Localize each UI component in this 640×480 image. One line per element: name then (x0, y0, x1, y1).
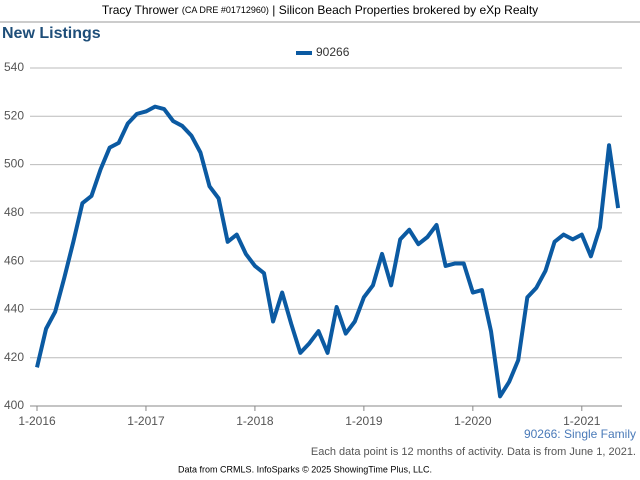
header: Tracy Thrower (CA DRE #01712960) | Silic… (102, 3, 538, 17)
chart-title: New Listings (2, 25, 101, 42)
y-tick-label: 540 (4, 60, 24, 74)
note: Each data point is 12 months of activity… (311, 446, 636, 458)
x-tick-label: 1-2017 (127, 414, 165, 428)
header-name: Tracy Thrower (102, 3, 179, 17)
y-tick-label: 520 (4, 108, 24, 122)
legend-label: 90266 (316, 45, 350, 59)
x-tick-label: 1-2019 (345, 414, 383, 428)
y-tick-label: 460 (4, 253, 24, 267)
y-tick-label: 480 (4, 205, 24, 219)
y-tick-label: 420 (4, 350, 24, 364)
x-tick-label: 1-2021 (563, 414, 601, 428)
x-tick-label: 1-2020 (454, 414, 492, 428)
segment-note: 90266: Single Family (524, 427, 636, 441)
x-tick-label: 1-2016 (18, 414, 56, 428)
data-line (35, 104, 621, 399)
y-tick-label: 440 (4, 302, 24, 316)
source: Data from CRMLS. InfoSparks © 2025 Showi… (178, 464, 432, 474)
y-tick-label: 500 (4, 157, 24, 171)
x-tick-label: 1-2018 (236, 414, 274, 428)
header-license: (CA DRE #01712960) (182, 5, 269, 15)
y-tick-label: 400 (4, 398, 24, 412)
header-company: | Silicon Beach Properties brokered by e… (272, 3, 538, 17)
